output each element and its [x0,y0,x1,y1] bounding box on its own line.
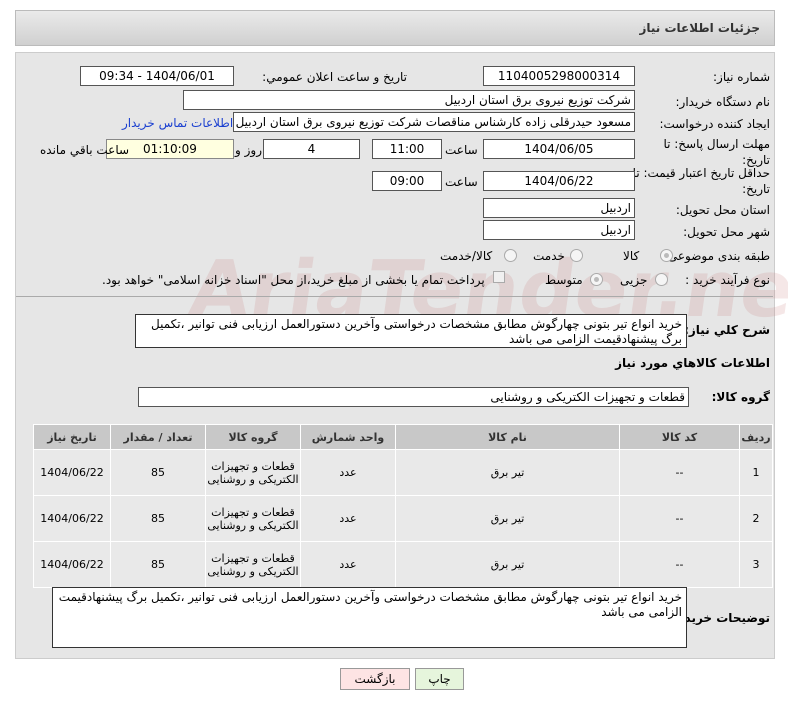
treasury-payment-checkbox[interactable] [493,271,505,283]
validity-hour-label: ساعت [445,175,478,189]
table-header-row: ردیف کد کالا نام کالا واحد شمارش گروه کا… [33,424,773,450]
cell-qty: 85 [110,495,206,542]
payment-note: پرداخت تمام یا بخشی از مبلغ خرید،از محل … [102,273,485,287]
cell-group: قطعات و تجهیزات الکتریکی و روشنایی [205,449,301,496]
cell-code: -- [619,449,740,496]
col-unit: واحد شمارش [300,424,396,450]
cell-unit: عدد [300,541,396,588]
items-table: ردیف کد کالا نام کالا واحد شمارش گروه کا… [33,424,773,588]
need-no-label: شماره نیاز: [713,70,770,84]
remaining-label: ساعت باقي مانده [40,143,130,157]
table-row: 1 -- تیر برق عدد قطعات و تجهیزات الکتریکی و … [33,449,773,496]
city-label: شهر محل تحویل: [683,225,770,239]
page-header: جزئیات اطلاعات نیاز [15,10,775,46]
province-field[interactable]: اردبیل [483,198,635,218]
cell-row: 2 [739,495,773,542]
notes-label: توضیحات خریدار: [668,611,770,625]
divider [16,296,773,297]
cell-unit: عدد [300,495,396,542]
province-label: استان محل تحویل: [675,203,770,217]
cell-row: 3 [739,541,773,588]
items-heading: اطلاعات کالاهاي مورد نياز [615,356,770,370]
cell-name: تیر برق [395,541,620,588]
category-goods-label: کالا [623,249,640,263]
cell-date: 1404/06/22 [33,495,111,542]
table-row: 2 -- تیر برق عدد قطعات و تجهیزات الکتریکی و … [33,495,773,542]
announce-field[interactable]: 1404/06/01 - 09:34 [80,66,234,86]
col-row: ردیف [739,424,773,450]
cell-code: -- [619,541,740,588]
city-field[interactable]: اردبیل [483,220,635,240]
category-both-radio[interactable] [504,249,517,262]
process-medium-radio[interactable] [590,273,603,286]
cell-row: 1 [739,449,773,496]
cell-qty: 85 [110,449,206,496]
process-small-radio[interactable] [655,273,668,286]
back-button[interactable]: بازگشت [340,668,410,690]
category-service-radio[interactable] [570,249,583,262]
cell-name: تیر برق [395,495,620,542]
cell-code: -- [619,495,740,542]
group-label: گروه کالا: [711,390,770,404]
remaining-time-field: 01:10:09 [106,139,234,159]
cell-group: قطعات و تجهیزات الکتریکی و روشنایی [205,495,301,542]
contact-buyer-link[interactable]: اطلاعات تماس خریدار [122,116,234,130]
summary-label: شرح کلي نیاز: [684,323,770,337]
deadline-time-field[interactable]: 11:00 [372,139,442,159]
cell-date: 1404/06/22 [33,449,111,496]
cell-group: قطعات و تجهیزات الکتریکی و روشنایی [205,541,301,588]
validity-date-field[interactable]: 1404/06/22 [483,171,635,191]
category-service-label: خدمت [533,249,565,263]
cell-qty: 85 [110,541,206,588]
process-label: نوع فرآیند خرید : [685,273,770,287]
cell-unit: عدد [300,449,396,496]
deadline-date-field[interactable]: 1404/06/05 [483,139,635,159]
buyer-field[interactable]: شرکت توزیع نیروی برق استان اردبیل [183,90,635,110]
col-group: گروه کالا [205,424,301,450]
table-row: 3 -- تیر برق عدد قطعات و تجهیزات الکتریکی و … [33,541,773,588]
creator-label: ایجاد کننده درخواست: [659,117,770,131]
buyer-label: نام دستگاه خريدار: [675,95,771,109]
col-code: کد کالا [619,424,740,450]
process-medium-label: متوسط [545,273,583,287]
col-qty: تعداد / مقدار [110,424,206,450]
page-title: جزئیات اطلاعات نیاز [639,21,760,35]
deadline-label: مهلت ارسال پاسخ: تا تاریخ: [663,137,770,167]
cell-date: 1404/06/22 [33,541,111,588]
announce-label: تاریخ و ساعت اعلان عمومي: [262,70,407,84]
validity-time-field[interactable]: 09:00 [372,171,442,191]
category-label: طبقه بندی موضوعی: [663,249,770,263]
creator-field[interactable]: مسعود حیدرقلی زاده کارشناس مناقصات شرکت … [233,112,635,132]
summary-textarea[interactable]: خرید انواع تیر بتونی چهارگوش مطابق مشخصا… [135,314,687,348]
category-both-label: کالا/خدمت [440,249,493,263]
col-name: نام کالا [395,424,620,450]
days-label: روز و [235,143,262,157]
cell-name: تیر برق [395,449,620,496]
print-button[interactable]: چاپ [415,668,464,690]
validity-label: حداقل تاریخ اعتبار قیمت: تا تاریخ: [632,166,770,196]
category-goods-radio[interactable] [660,249,673,262]
group-field[interactable]: قطعات و تجهیزات الکتریکی و روشنایی [138,387,689,407]
need-no-field[interactable]: 1104005298000314 [483,66,635,86]
process-small-label: جزیی [620,273,648,287]
notes-textarea[interactable]: خرید انواع تیر بتونی چهارگوش مطابق مشخصا… [52,587,687,648]
deadline-hour-label: ساعت [445,143,478,157]
days-field[interactable]: 4 [263,139,360,159]
col-date: تاریخ نیاز [33,424,111,450]
